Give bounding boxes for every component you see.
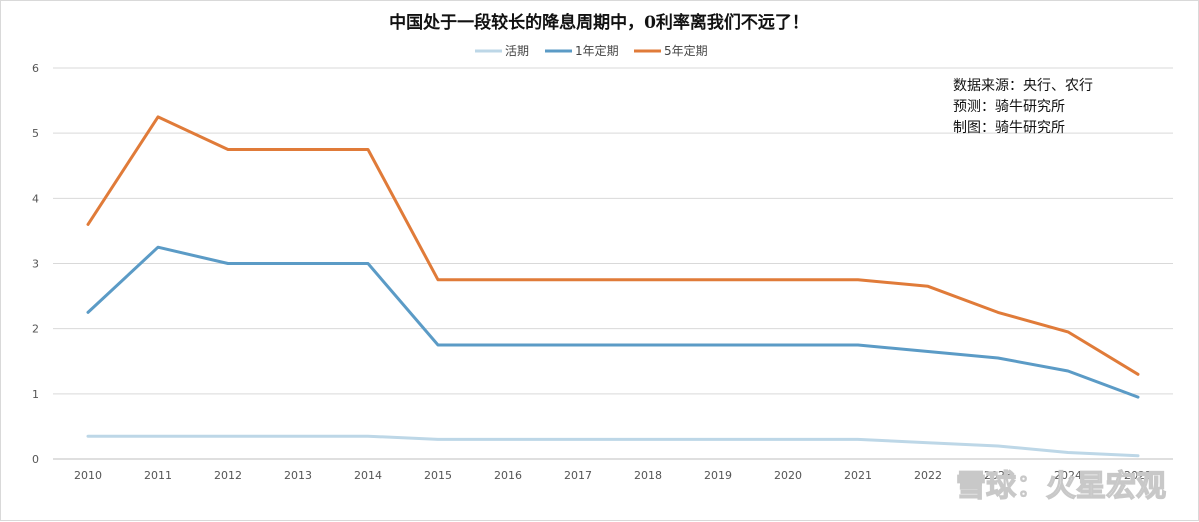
y-tick-label: 4 xyxy=(32,192,39,205)
y-tick-label: 1 xyxy=(32,388,39,401)
x-tick-label: 2013 xyxy=(284,469,312,482)
x-tick-label: 2025 xyxy=(1124,469,1152,482)
y-tick-label: 0 xyxy=(32,453,39,466)
x-tick-label: 2010 xyxy=(74,469,102,482)
y-tick-label: 6 xyxy=(32,62,39,75)
chart-title: 中国处于一段较长的降息周期中，0利率离我们不远了！ xyxy=(389,12,809,33)
annotation-maker: 制图：骑牛研究所 xyxy=(953,120,1065,136)
x-tick-label: 2016 xyxy=(494,469,522,482)
x-tick-label: 2020 xyxy=(774,469,802,482)
legend-label-2: 5年定期 xyxy=(664,43,708,58)
x-tick-label: 2022 xyxy=(914,469,942,482)
watermark: 雪球：火星宏观 xyxy=(956,469,1166,504)
legend-label-1: 1年定期 xyxy=(575,43,619,58)
series-lines xyxy=(86,115,1140,458)
x-tick-label: 2014 xyxy=(354,469,382,482)
x-axis: 2010 2011 2012 2013 2014 2015 2016 2017 2018 2019… xyxy=(74,469,1152,482)
x-tick-label: 2023 xyxy=(984,469,1012,482)
x-tick-label: 2015 xyxy=(424,469,452,482)
series-line-2 xyxy=(86,115,1140,376)
y-tick-label: 3 xyxy=(32,258,39,271)
legend-label-0: 活期 xyxy=(505,44,529,58)
y-tick-label: 2 xyxy=(32,323,39,336)
series-line-0 xyxy=(86,434,1140,458)
series-line-1 xyxy=(86,245,1140,399)
x-tick-label: 2017 xyxy=(564,469,592,482)
x-tick-label: 2019 xyxy=(704,469,732,482)
y-axis: 0 1 2 3 4 5 6 xyxy=(32,62,39,466)
legend: 活期 1年定期 5年定期 xyxy=(475,43,708,58)
annotation-source: 数据来源：央行、农行 xyxy=(953,78,1093,94)
x-tick-label: 2024 xyxy=(1054,469,1082,482)
y-tick-label: 5 xyxy=(32,127,39,140)
x-tick-label: 2011 xyxy=(144,469,172,482)
x-tick-label: 2021 xyxy=(844,469,872,482)
x-tick-label: 2018 xyxy=(634,469,662,482)
x-tick-label: 2012 xyxy=(214,469,242,482)
annotation-block: 数据来源：央行、农行 预测：骑牛研究所 制图：骑牛研究所 xyxy=(953,78,1093,136)
annotation-forecast: 预测：骑牛研究所 xyxy=(953,99,1065,115)
